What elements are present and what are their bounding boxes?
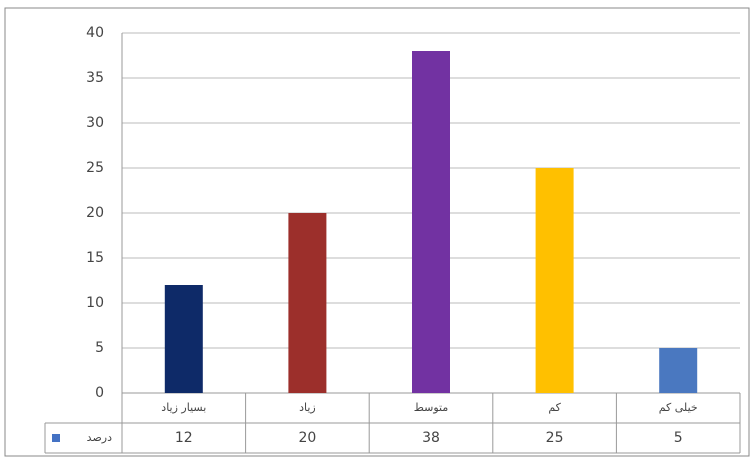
y-tick-label: 20 <box>86 205 104 221</box>
y-tick-label: 35 <box>86 70 104 86</box>
chart-frame <box>4 7 750 457</box>
y-tick-label: 15 <box>86 250 104 266</box>
table-value: 38 <box>422 430 440 446</box>
y-tick-label: 0 <box>95 385 104 401</box>
bar <box>164 285 203 393</box>
legend-label: درصد <box>87 431 112 444</box>
y-tick-label: 5 <box>95 340 104 356</box>
bar <box>412 51 450 393</box>
table-value: 5 <box>674 430 683 446</box>
table-value: 25 <box>546 430 564 446</box>
x-tick-label: زیاد <box>299 401 316 414</box>
y-tick-label: 25 <box>86 160 104 176</box>
x-tick-label: بسیار زیاد <box>161 401 206 414</box>
table-value: 20 <box>298 430 316 446</box>
bar <box>535 168 574 393</box>
legend-key <box>52 434 60 442</box>
y-tick-label: 30 <box>86 115 104 131</box>
x-tick-label: کم <box>548 401 561 414</box>
bar <box>288 213 327 393</box>
x-tick-label: خیلی کم <box>659 401 698 414</box>
y-tick-label: 10 <box>86 295 104 311</box>
table-value: 12 <box>175 430 193 446</box>
x-tick-label: متوسط <box>414 401 449 414</box>
bar <box>659 348 698 393</box>
y-tick-label: 40 <box>86 25 104 41</box>
